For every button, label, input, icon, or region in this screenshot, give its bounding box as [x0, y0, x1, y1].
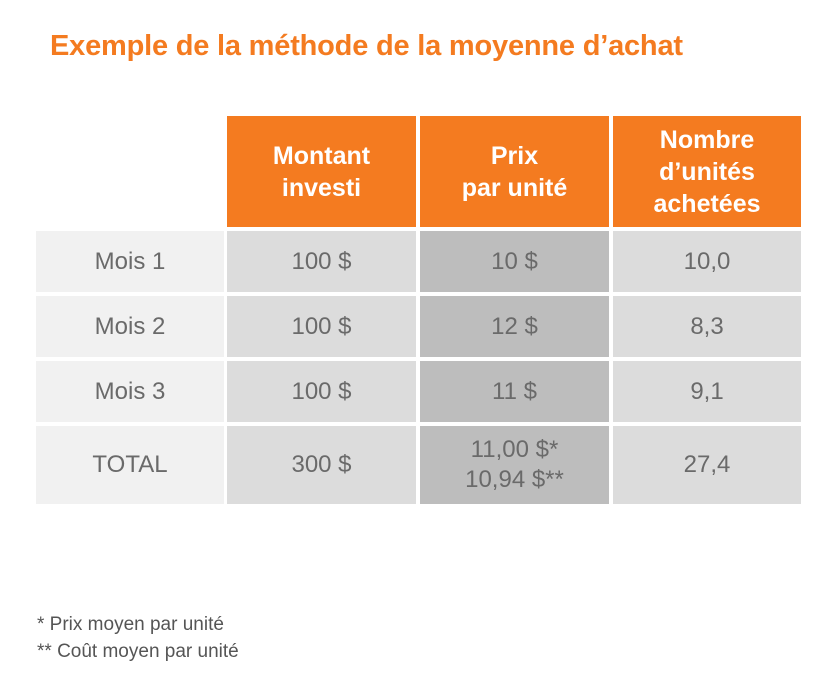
- amount-month-3: 100 $: [227, 361, 416, 422]
- average-price: 11,00 $*: [470, 436, 559, 463]
- footnote-average-price: * Prix moyen par unité: [37, 614, 224, 635]
- average-cost: 10,94 $**: [465, 466, 564, 493]
- header-line: d’unités: [659, 157, 755, 186]
- units-month-3: 9,1: [613, 361, 801, 422]
- amount-total: 300 $: [227, 426, 416, 504]
- page-title: Exemple de la méthode de la moyenne d’ac…: [50, 30, 683, 62]
- units-month-2: 8,3: [613, 296, 801, 357]
- footnote-average-cost: ** Coût moyen par unité: [37, 641, 239, 662]
- row-label-total: TOTAL: [36, 426, 224, 504]
- header-price-per-unit: Prix par unité: [420, 116, 609, 227]
- amount-month-2: 100 $: [227, 296, 416, 357]
- header-line: par unité: [461, 173, 568, 202]
- row-label-month-3: Mois 3: [36, 361, 224, 422]
- header-units-purchased: Nombre d’unités achetées: [613, 116, 801, 227]
- units-month-1: 10,0: [613, 231, 801, 292]
- price-month-1: 10 $: [420, 231, 609, 292]
- header-line: Nombre: [659, 125, 755, 154]
- header-line: Montant: [272, 141, 371, 170]
- header-amount-invested: Montant investi: [227, 116, 416, 227]
- row-label-month-2: Mois 2: [36, 296, 224, 357]
- units-total: 27,4: [613, 426, 801, 504]
- header-line: Prix: [490, 141, 539, 170]
- price-month-3: 11 $: [420, 361, 609, 422]
- price-month-2: 12 $: [420, 296, 609, 357]
- header-line: achetées: [653, 189, 761, 218]
- price-total: 11,00 $* 10,94 $**: [420, 426, 609, 504]
- amount-month-1: 100 $: [227, 231, 416, 292]
- header-line: investi: [281, 173, 362, 202]
- row-label-month-1: Mois 1: [36, 231, 224, 292]
